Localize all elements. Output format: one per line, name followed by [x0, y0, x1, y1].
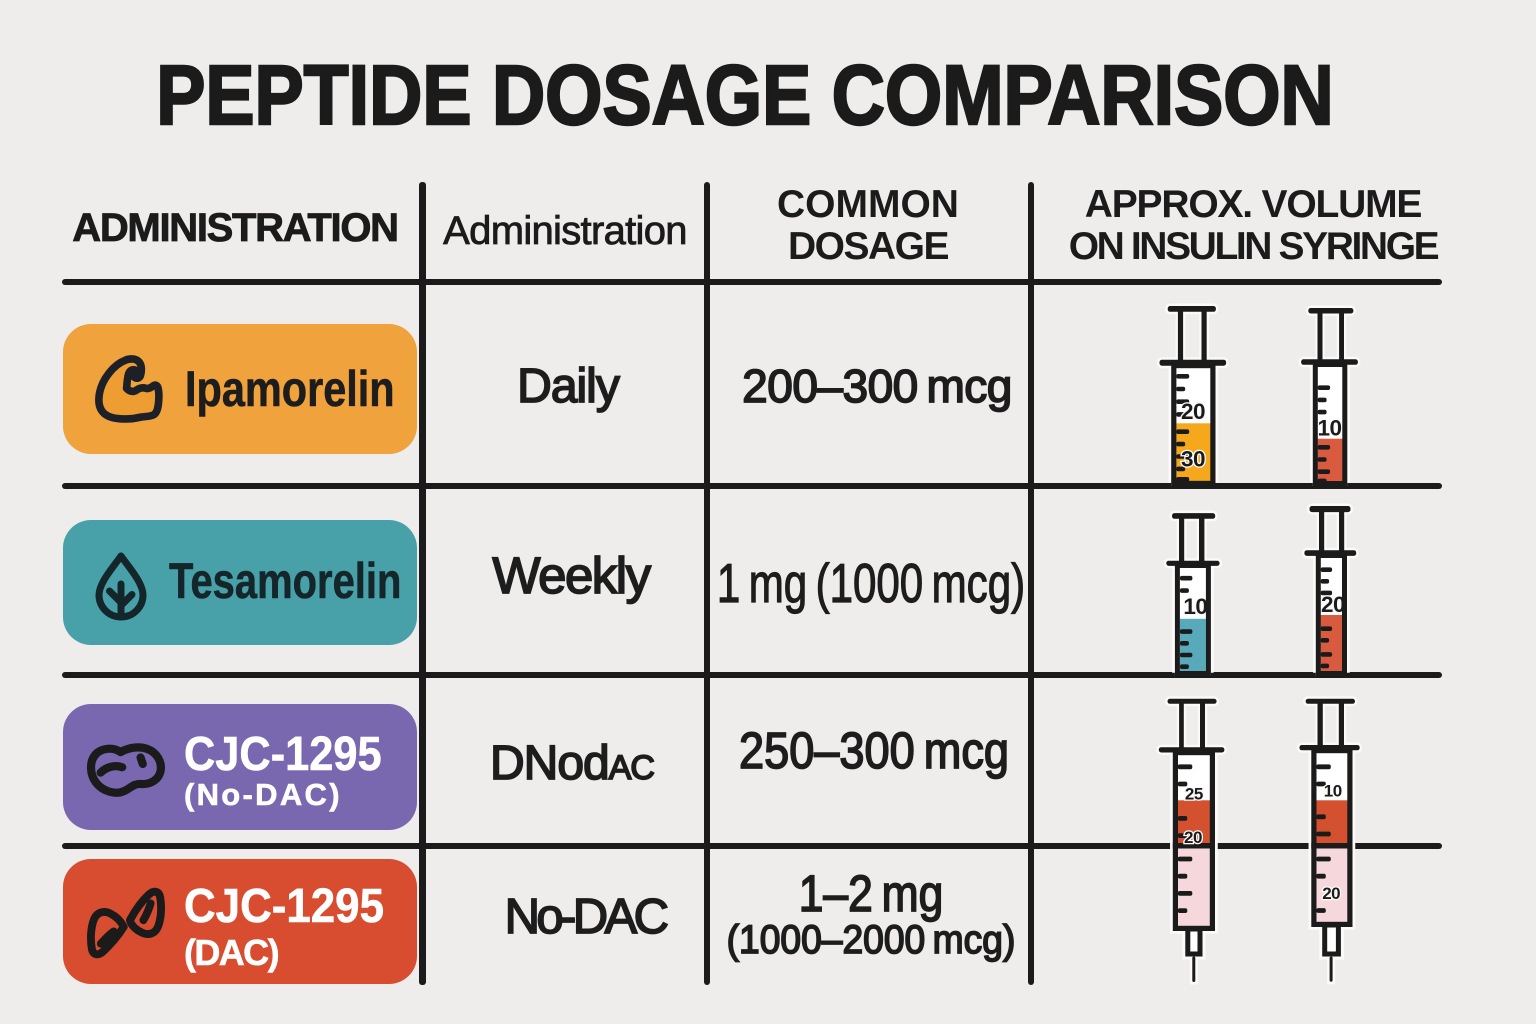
svg-text:10: 10	[1324, 781, 1342, 800]
svg-text:30: 30	[1181, 446, 1205, 471]
svg-text:20: 20	[1184, 828, 1202, 847]
svg-text:10: 10	[1183, 594, 1207, 619]
svg-text:20: 20	[1181, 399, 1205, 424]
svg-text:20: 20	[1322, 884, 1340, 903]
svg-text:20: 20	[1321, 592, 1345, 617]
svg-text:25: 25	[1185, 785, 1203, 804]
svg-text:10: 10	[1318, 416, 1342, 441]
